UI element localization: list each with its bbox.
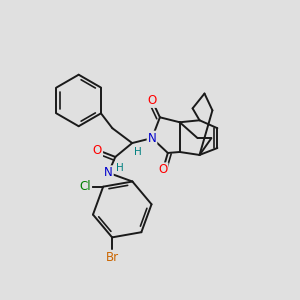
Text: H: H	[134, 147, 142, 157]
Text: Cl: Cl	[80, 180, 91, 193]
Text: O: O	[158, 163, 167, 176]
Text: N: N	[104, 166, 113, 179]
Text: O: O	[147, 94, 157, 107]
Text: Br: Br	[106, 251, 119, 264]
Text: N: N	[148, 132, 156, 145]
Text: O: O	[93, 143, 102, 157]
Text: H: H	[116, 163, 124, 173]
